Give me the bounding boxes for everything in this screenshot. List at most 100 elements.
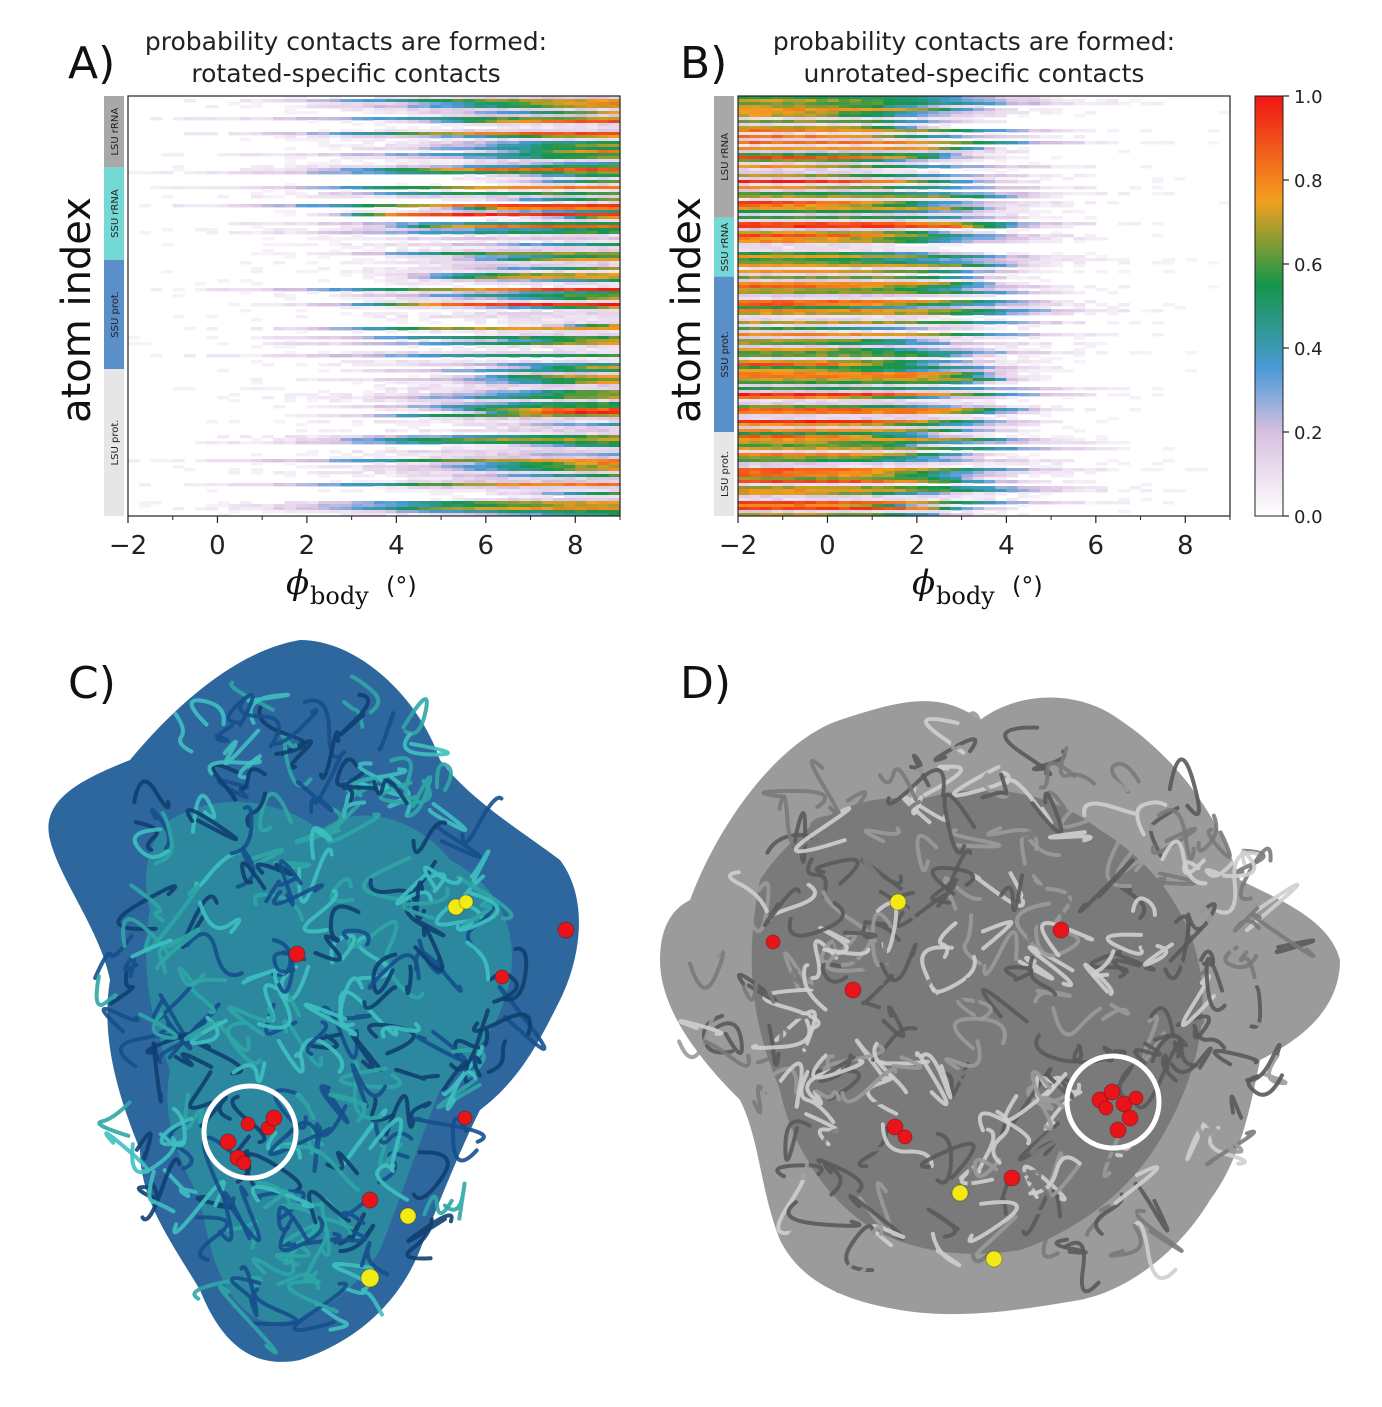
heatmap-cell <box>738 225 750 229</box>
heatmap-cell <box>883 216 896 220</box>
heatmap-cell <box>939 207 952 211</box>
heatmap-cell <box>1051 222 1063 226</box>
heatmap-cell <box>474 198 487 202</box>
heatmap-cell <box>1006 255 1019 259</box>
heatmap-cell <box>329 393 342 397</box>
heatmap-cell <box>586 192 599 196</box>
heatmap-cell <box>1017 258 1030 262</box>
heatmap-cell <box>262 171 274 175</box>
heatmap-cell <box>374 438 386 442</box>
heatmap-cell <box>508 315 520 319</box>
heatmap-cell <box>586 351 599 355</box>
heatmap-cell <box>463 249 476 253</box>
heatmap-cell <box>950 255 963 259</box>
heatmap-cell <box>441 342 453 346</box>
heatmap-cell <box>805 180 817 184</box>
heatmap-cell <box>485 186 498 190</box>
heatmap-cell <box>916 171 929 175</box>
heatmap-cell <box>351 465 364 469</box>
heatmap-cell <box>497 414 509 418</box>
heatmap-cell <box>586 135 599 139</box>
heatmap-cell <box>396 336 409 340</box>
heatmap-cell <box>497 366 509 370</box>
heatmap-cell <box>564 258 576 262</box>
heatmap-cell <box>374 195 386 199</box>
heatmap-cell <box>1028 135 1041 139</box>
heatmap-cell <box>738 261 750 265</box>
heatmap-cell <box>552 174 565 178</box>
heatmap-cell <box>474 156 487 160</box>
heatmap-cell <box>575 351 588 355</box>
heatmap-cell <box>838 210 851 214</box>
heatmap-cell <box>519 105 532 109</box>
heatmap-cell <box>552 171 565 175</box>
heatmap-cell <box>564 486 576 490</box>
heatmap-cell <box>861 213 873 217</box>
heatmap-cell <box>939 234 952 238</box>
heatmap-cell <box>441 456 453 460</box>
heatmap-cell <box>441 369 453 373</box>
heatmap-cell <box>452 147 465 151</box>
heatmap-cell <box>586 336 599 340</box>
heatmap-cell <box>608 141 620 145</box>
heatmap-cell <box>586 195 599 199</box>
heatmap-cell <box>586 456 599 460</box>
heatmap-cell <box>597 156 610 160</box>
heatmap-cell <box>128 342 140 346</box>
heatmap-cell <box>597 198 610 202</box>
heatmap-cell <box>508 135 520 139</box>
heatmap-cell <box>849 117 862 121</box>
heatmap-cell <box>497 477 509 481</box>
heatmap-cell <box>519 108 532 112</box>
heatmap-cell <box>1006 177 1019 181</box>
heatmap-cell <box>760 216 773 220</box>
heatmap-cell <box>861 102 873 106</box>
heatmap-cell <box>418 336 431 340</box>
heatmap-cell <box>541 153 554 157</box>
heatmap-cell <box>1051 141 1063 145</box>
heatmap-cell <box>407 381 420 385</box>
heatmap-cell <box>340 246 353 250</box>
heatmap-cell <box>441 258 453 262</box>
heatmap-cell <box>597 513 610 516</box>
heatmap-cell <box>206 231 219 235</box>
heatmap-cell <box>452 312 465 316</box>
heatmap-cell <box>474 114 487 118</box>
heatmap-cell <box>429 375 442 379</box>
heatmap-cell <box>1118 102 1130 106</box>
heatmap-cell <box>463 447 476 451</box>
heatmap-cell <box>597 282 610 286</box>
heatmap-cell <box>552 351 565 355</box>
heatmap-cell <box>284 117 297 121</box>
heatmap-cell <box>429 489 442 493</box>
heatmap-cell <box>396 144 409 148</box>
heatmap-cell <box>251 462 263 466</box>
heatmap-cell <box>463 108 476 112</box>
heatmap-cell <box>519 138 532 142</box>
heatmap-cell <box>1051 258 1063 262</box>
heatmap-cell <box>318 141 330 145</box>
heatmap-cell <box>362 270 375 274</box>
heatmap-cell <box>541 321 554 325</box>
heatmap-cell <box>564 504 576 508</box>
heatmap-cell <box>530 480 543 484</box>
heatmap-cell <box>861 96 873 100</box>
heatmap-cell <box>407 354 420 358</box>
heatmap-cell <box>861 216 873 220</box>
heatmap-cell <box>597 165 610 169</box>
heatmap-cell <box>429 126 442 130</box>
heatmap-cell <box>575 390 588 394</box>
heatmap-cell <box>916 228 929 232</box>
heatmap-cell <box>351 171 364 175</box>
heatmap-cell <box>519 387 532 391</box>
heatmap-cell <box>374 297 386 301</box>
heatmap-cell <box>418 282 431 286</box>
heatmap-cell <box>508 417 520 421</box>
heatmap-cell <box>441 246 453 250</box>
heatmap-cell <box>441 492 453 496</box>
heatmap-cell <box>318 390 330 394</box>
heatmap-cell <box>485 243 498 247</box>
heatmap-cell <box>793 237 806 241</box>
heatmap-cell <box>575 156 588 160</box>
heatmap-cell <box>838 114 851 118</box>
